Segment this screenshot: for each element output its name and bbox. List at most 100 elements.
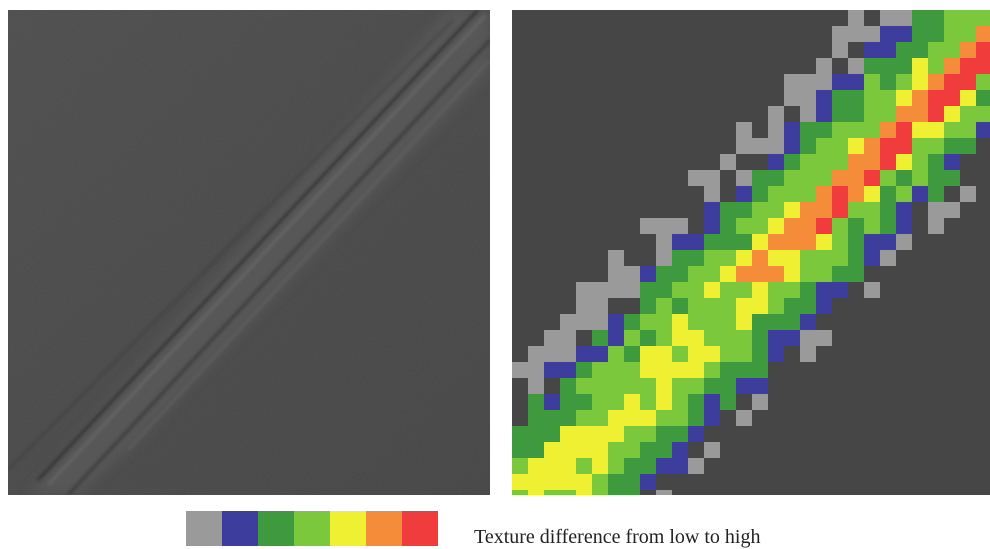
difference-cell [736,202,752,218]
difference-cell [640,362,656,378]
difference-cell [944,106,960,122]
difference-cell [656,410,672,426]
difference-cell [928,138,944,154]
difference-cell [896,234,912,250]
difference-cell [848,266,864,282]
difference-cell [576,474,592,490]
difference-cell [800,170,816,186]
difference-cell [912,26,928,42]
difference-cell [656,218,672,234]
difference-cell [848,138,864,154]
difference-cell [832,106,848,122]
difference-cell [848,202,864,218]
difference-cell [576,314,592,330]
difference-cell [736,234,752,250]
difference-cell [832,282,848,298]
difference-cell [592,474,608,490]
difference-cell [544,442,560,458]
legend-swatch-level-2 [222,511,258,546]
difference-cell [640,410,656,426]
difference-cell [912,170,928,186]
difference-cell [720,362,736,378]
difference-cell [592,442,608,458]
difference-cell [640,298,656,314]
difference-cell [832,154,848,170]
difference-cell [720,154,736,170]
difference-cell [848,106,864,122]
difference-cell [656,394,672,410]
difference-cell [592,282,608,298]
difference-cell [960,58,976,74]
difference-cell [800,74,816,90]
difference-cell [848,186,864,202]
difference-cell [864,74,880,90]
difference-cell [624,474,640,490]
difference-cell [880,202,896,218]
difference-cell [656,362,672,378]
difference-cell [800,298,816,314]
difference-cell [720,346,736,362]
difference-cell [640,394,656,410]
difference-cell [688,394,704,410]
difference-cell [720,314,736,330]
difference-cell [768,138,784,154]
difference-cell [672,410,688,426]
difference-cell [672,266,688,282]
difference-cell [592,410,608,426]
difference-cell [816,58,832,74]
difference-cell [704,298,720,314]
difference-cell [544,474,560,490]
difference-cell [688,314,704,330]
difference-cell [656,234,672,250]
difference-cell [736,330,752,346]
difference-cell [912,138,928,154]
difference-cell [768,330,784,346]
difference-cell [880,154,896,170]
difference-cell [688,170,704,186]
difference-cell [560,330,576,346]
difference-cell [624,410,640,426]
difference-cell [816,266,832,282]
difference-cell [784,74,800,90]
difference-cell [928,42,944,58]
difference-cell [800,154,816,170]
difference-cell [864,154,880,170]
difference-cell [672,346,688,362]
difference-cell [912,106,928,122]
difference-cell [832,234,848,250]
texture-difference-map [512,10,990,495]
difference-cell [736,266,752,282]
color-scale-legend [186,511,438,546]
difference-cell [976,122,990,138]
difference-cell [768,170,784,186]
difference-cell [544,410,560,426]
difference-cell [576,346,592,362]
difference-cell [640,346,656,362]
difference-cell [704,314,720,330]
difference-cell [864,234,880,250]
difference-cell [704,410,720,426]
difference-cell [608,330,624,346]
difference-cell [736,218,752,234]
difference-cell [736,378,752,394]
difference-cell [768,282,784,298]
difference-cell [960,10,976,26]
difference-cell [848,74,864,90]
difference-cell [544,458,560,474]
difference-cell [704,266,720,282]
difference-cell [720,218,736,234]
difference-cell [672,298,688,314]
difference-cell [784,234,800,250]
difference-cell [816,282,832,298]
difference-cell [736,250,752,266]
difference-cell [576,298,592,314]
difference-cell [800,346,816,362]
difference-cell [560,442,576,458]
difference-cell [592,314,608,330]
difference-cell [944,10,960,26]
difference-cell [512,490,528,495]
difference-cell [688,234,704,250]
difference-cell [704,394,720,410]
difference-cell [528,458,544,474]
difference-cell [608,282,624,298]
